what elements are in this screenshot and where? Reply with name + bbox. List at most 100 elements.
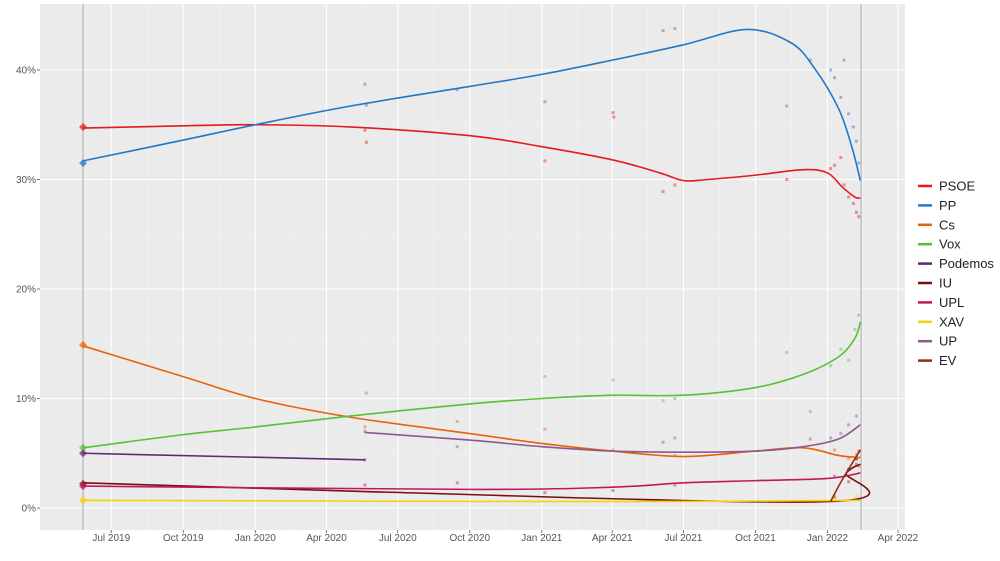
psoe-poll-point bbox=[612, 115, 616, 119]
psoe-poll-point bbox=[847, 195, 851, 199]
podemos-election-result-marker bbox=[79, 449, 88, 458]
upl-trend-line bbox=[83, 472, 861, 491]
legend-label-ev: EV bbox=[939, 353, 957, 368]
psoe-poll-point bbox=[857, 215, 861, 219]
psoe-trend-line bbox=[83, 123, 861, 199]
psoe-election-result-marker bbox=[79, 122, 88, 131]
pp-poll-point bbox=[842, 58, 846, 62]
upl-poll-point bbox=[363, 483, 367, 487]
x-tick-label: Jul 2021 bbox=[665, 533, 703, 544]
x-tick-label: Jan 2022 bbox=[807, 533, 849, 544]
pp-poll-point bbox=[364, 103, 368, 107]
vox-poll-point bbox=[673, 397, 677, 400]
up-poll-point bbox=[673, 436, 677, 440]
axis-labels-layer: 0% 10% 20% 30% 40% Jul 2019 Oct 2019 Jan 2020 Ap… bbox=[16, 66, 919, 545]
x-tick-label: Apr 2022 bbox=[878, 533, 919, 544]
upl-poll-point bbox=[854, 462, 858, 466]
pp-poll-point bbox=[829, 68, 833, 72]
cs-poll-point bbox=[611, 448, 615, 452]
upl-election-result-marker bbox=[79, 482, 88, 491]
xav-trend-line bbox=[83, 499, 861, 503]
vox-poll-point bbox=[857, 313, 861, 317]
vox-poll-point bbox=[611, 378, 615, 382]
y-tick-label: 20% bbox=[16, 285, 36, 296]
vox-poll-point bbox=[829, 364, 833, 368]
cs-poll-point bbox=[543, 427, 547, 431]
legend-label-psoe: PSOE bbox=[939, 179, 975, 194]
cs-poll-point bbox=[857, 464, 861, 468]
iu-poll-point bbox=[854, 457, 858, 461]
pp-poll-point bbox=[839, 95, 843, 99]
legend: PSOE PP Cs Vox Podemos IU UPL XAV UP EV bbox=[912, 174, 996, 370]
vox-poll-point bbox=[785, 351, 789, 355]
vox-poll-point bbox=[853, 328, 857, 332]
pp-election-result-marker bbox=[79, 159, 88, 168]
vox-poll-point bbox=[839, 347, 843, 351]
x-tick-label: Apr 2021 bbox=[592, 533, 633, 544]
pp-poll-point bbox=[854, 139, 858, 143]
cs-poll-point bbox=[363, 425, 367, 429]
up-poll-point bbox=[839, 432, 843, 436]
legend-label-cs: Cs bbox=[939, 217, 955, 232]
pp-poll-point bbox=[857, 161, 861, 165]
cs-poll-point bbox=[455, 419, 459, 423]
iu-poll-point bbox=[833, 495, 837, 499]
ev-poll-point bbox=[847, 480, 851, 484]
cs-election-result-marker bbox=[79, 340, 88, 349]
up-poll-point bbox=[363, 429, 367, 433]
legend-label-podemos: Podemos bbox=[939, 256, 994, 271]
psoe-poll-point bbox=[829, 167, 833, 171]
cs-poll-point bbox=[833, 448, 837, 452]
legend-label-upl: UPL bbox=[939, 295, 964, 310]
grid-layer bbox=[40, 4, 905, 530]
legend-box bbox=[912, 174, 996, 370]
up-poll-point bbox=[847, 423, 851, 427]
pp-poll-point bbox=[661, 29, 665, 33]
cs-poll-point bbox=[847, 457, 851, 461]
cs-trend-line bbox=[82, 345, 861, 459]
xav-election-result-marker bbox=[79, 496, 88, 505]
legend-label-xav: XAV bbox=[939, 314, 964, 329]
psoe-poll-point bbox=[363, 128, 367, 132]
psoe-poll-point bbox=[839, 156, 843, 160]
upl-poll-point bbox=[833, 474, 837, 478]
x-tick-label: Apr 2020 bbox=[306, 533, 347, 544]
y-tick-label: 40% bbox=[16, 66, 36, 77]
legend-label-pp: PP bbox=[939, 198, 956, 213]
x-tick-label: Jan 2020 bbox=[235, 533, 277, 544]
ev-poll-point bbox=[854, 457, 858, 461]
cs-poll-point bbox=[854, 452, 858, 456]
up-poll-point bbox=[854, 414, 858, 418]
psoe-poll-point bbox=[851, 202, 855, 206]
vox-trend-line bbox=[82, 321, 862, 449]
up-poll-point bbox=[808, 437, 812, 441]
legend-label-up: UP bbox=[939, 334, 957, 349]
pp-poll-point bbox=[851, 125, 855, 129]
pp-poll-point bbox=[847, 112, 851, 116]
pp-poll-point bbox=[543, 100, 547, 104]
pp-poll-point bbox=[363, 82, 367, 86]
xav-poll-point bbox=[833, 496, 837, 500]
psoe-poll-point bbox=[661, 190, 665, 194]
podemos-trend-line bbox=[83, 452, 365, 461]
psoe-poll-point bbox=[673, 183, 677, 187]
vox-poll-point bbox=[543, 375, 547, 379]
psoe-poll-point bbox=[785, 178, 789, 181]
poll-points-layer bbox=[363, 26, 861, 502]
reference-lines bbox=[82, 4, 862, 530]
x-tick-label: Jul 2019 bbox=[92, 533, 130, 544]
psoe-poll-point bbox=[842, 183, 846, 187]
psoe-poll-point bbox=[364, 140, 368, 144]
upl-poll-point bbox=[611, 488, 615, 492]
cs-poll-point bbox=[673, 453, 677, 457]
ev-trend-line bbox=[829, 449, 862, 502]
y-tick-label: 30% bbox=[16, 175, 36, 186]
pp-trend-line bbox=[82, 28, 862, 181]
upl-poll-point bbox=[455, 481, 459, 485]
y-tick-label: 0% bbox=[22, 504, 37, 515]
election-results-layer bbox=[79, 122, 88, 505]
y-tick-label: 10% bbox=[16, 394, 36, 405]
vox-poll-point bbox=[661, 399, 665, 403]
